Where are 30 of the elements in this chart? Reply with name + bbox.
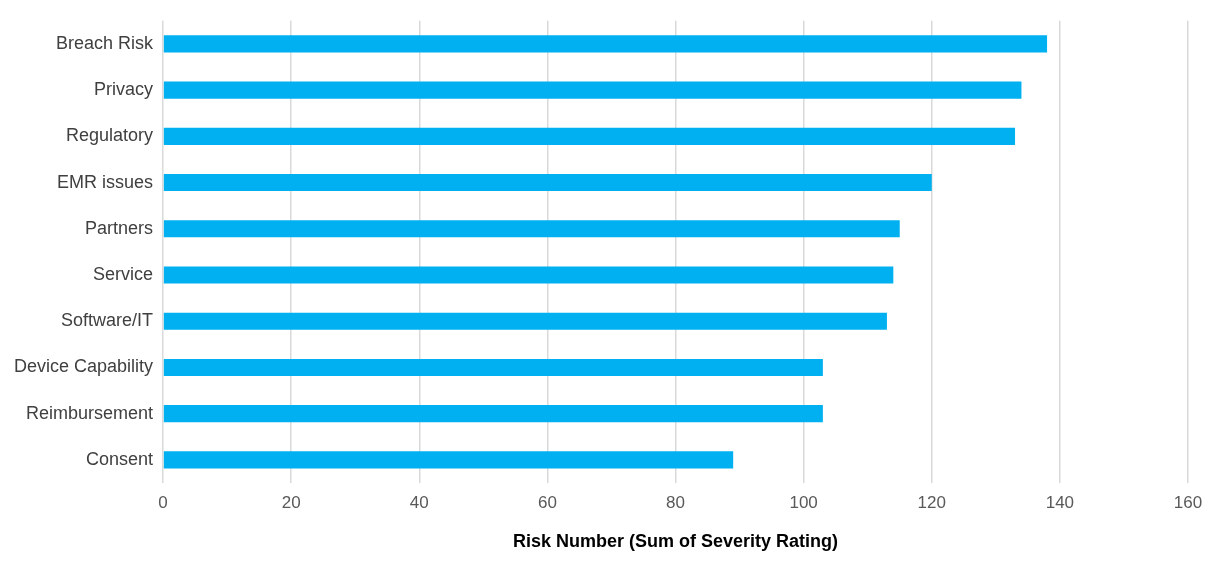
y-tick-label: Breach Risk [56, 32, 155, 53]
y-tick-label: Service [93, 263, 154, 284]
bar [163, 81, 1022, 99]
y-tick-label: Device Capability [14, 356, 154, 377]
x-tick-label: 80 [666, 492, 685, 512]
x-tick-label: 20 [281, 492, 301, 512]
bar [163, 174, 932, 192]
bar [163, 312, 887, 330]
bar [163, 127, 1016, 145]
y-tick-label: Regulatory [66, 125, 154, 146]
x-tick-label: 100 [789, 492, 818, 512]
bar [163, 220, 900, 238]
x-tick-label: 0 [158, 492, 168, 512]
bar [163, 451, 734, 469]
x-tick-label: 140 [1045, 492, 1075, 512]
bar [163, 35, 1048, 53]
y-tick-label: Software/IT [61, 310, 154, 331]
x-tick-label: 40 [409, 492, 429, 512]
bar [163, 266, 894, 284]
bar [163, 358, 823, 376]
x-tick-label: 160 [1173, 492, 1203, 512]
bar [163, 405, 823, 423]
y-tick-label: Privacy [94, 79, 154, 100]
y-tick-label: Reimbursement [26, 402, 154, 423]
y-tick-label: EMR issues [57, 171, 154, 192]
y-tick-label: Consent [86, 448, 154, 469]
y-tick-label: Partners [85, 217, 154, 238]
x-axis-title: Risk Number (Sum of Severity Rating) [512, 531, 839, 552]
x-tick-label: 60 [537, 492, 557, 512]
x-tick-label: 120 [917, 492, 946, 512]
